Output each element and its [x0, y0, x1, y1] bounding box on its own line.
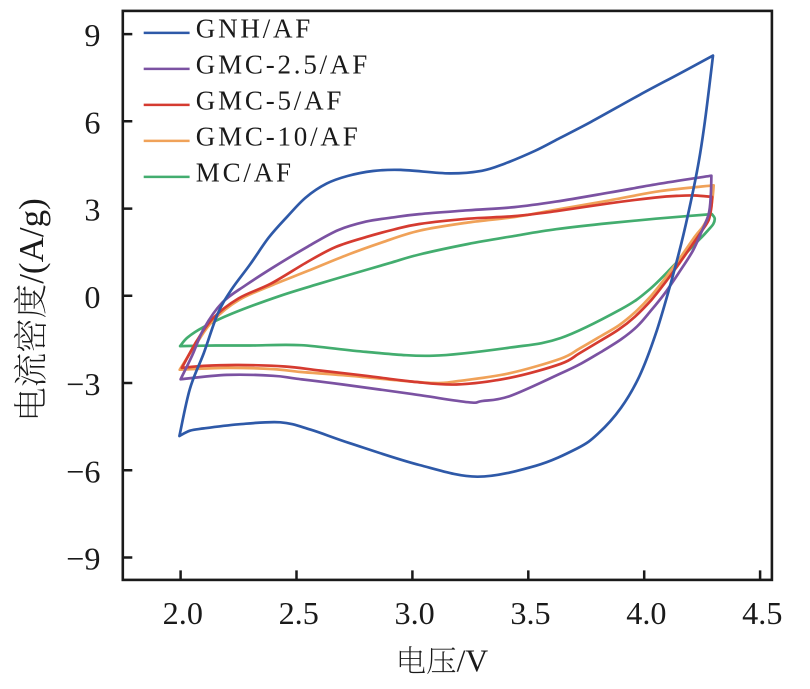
svg-text:−3: −3	[66, 366, 100, 402]
svg-text:2.0: 2.0	[163, 595, 203, 631]
svg-text:3.0: 3.0	[394, 595, 434, 631]
svg-text:/(A/g): /(A/g)	[12, 198, 51, 284]
svg-text:0: 0	[84, 279, 100, 315]
svg-text:−9: −9	[66, 541, 100, 577]
svg-text:2.5: 2.5	[279, 595, 319, 631]
svg-text:GMC-2.5/AF: GMC-2.5/AF	[196, 50, 370, 80]
svg-text:6: 6	[84, 104, 100, 140]
svg-text:−6: −6	[66, 453, 100, 489]
svg-text:/V: /V	[457, 644, 489, 679]
svg-text:GNH/AF: GNH/AF	[196, 14, 313, 44]
svg-text:4.5: 4.5	[742, 595, 782, 631]
svg-text:3: 3	[84, 192, 100, 228]
svg-text:GMC-5/AF: GMC-5/AF	[196, 86, 344, 116]
svg-text:MC/AF: MC/AF	[196, 158, 294, 188]
svg-text:4.0: 4.0	[626, 595, 666, 631]
svg-text:GMC-10/AF: GMC-10/AF	[196, 122, 361, 152]
svg-text:9: 9	[84, 17, 100, 53]
svg-text:3.5: 3.5	[510, 595, 550, 631]
